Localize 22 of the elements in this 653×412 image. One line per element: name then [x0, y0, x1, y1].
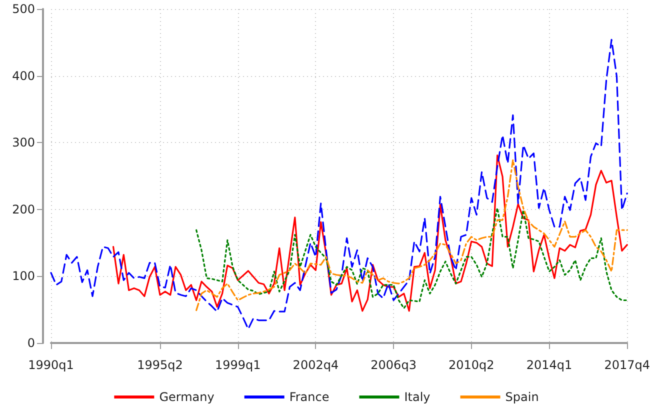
- legend-label: Spain: [505, 390, 539, 404]
- x-tick-label: 2010q2: [448, 358, 494, 372]
- y-tick-label: 100: [12, 269, 35, 284]
- y-tick-label: 0: [27, 336, 35, 350]
- legend-label: Germany: [159, 390, 214, 404]
- x-tick-label: 2006q3: [370, 358, 416, 372]
- y-tick-label: 200: [12, 202, 35, 216]
- y-tick-label: 400: [12, 68, 35, 83]
- x-tick-label: 2017q4: [604, 358, 650, 372]
- legend-label: Italy: [404, 390, 430, 404]
- x-tick-label: 1995q2: [137, 358, 183, 372]
- line-series: [112, 154, 628, 312]
- y-tick-label: 300: [12, 136, 35, 150]
- y-tick-label: 500: [12, 2, 35, 16]
- x-tick-label: 1999q1: [214, 358, 261, 372]
- legend-label: France: [289, 390, 330, 404]
- line-series: [196, 159, 628, 312]
- x-tick-label: 1990q1: [28, 358, 74, 372]
- x-tick-label: 2014q1: [526, 358, 572, 372]
- line-series: [50, 38, 628, 330]
- line-series: [196, 207, 628, 310]
- x-tick-label: 2002q4: [292, 358, 339, 372]
